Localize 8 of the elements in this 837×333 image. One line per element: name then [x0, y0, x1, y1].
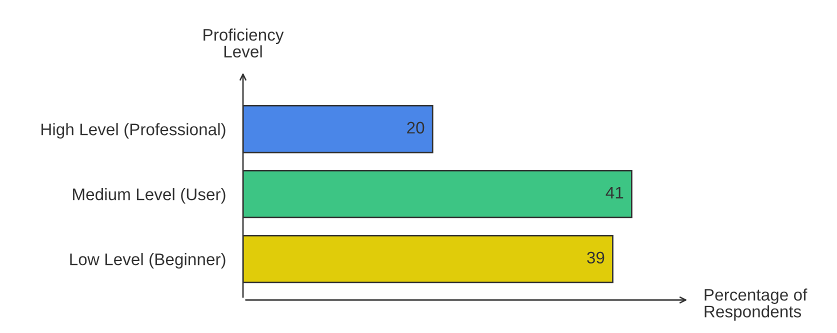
x-axis-title: Percentage of Respondents	[704, 288, 808, 321]
data-label: 41	[606, 186, 624, 198]
y-axis-title: Proficiency Level	[204, 28, 284, 58]
y-tick-label: High Level (Professional)	[42, 123, 226, 139]
data-label: 20	[407, 122, 424, 134]
y-tick-label: Low Level (Beginner)	[70, 253, 226, 269]
y-tick-label: Medium Level (User)	[73, 188, 226, 204]
data-label: 39	[587, 252, 604, 264]
